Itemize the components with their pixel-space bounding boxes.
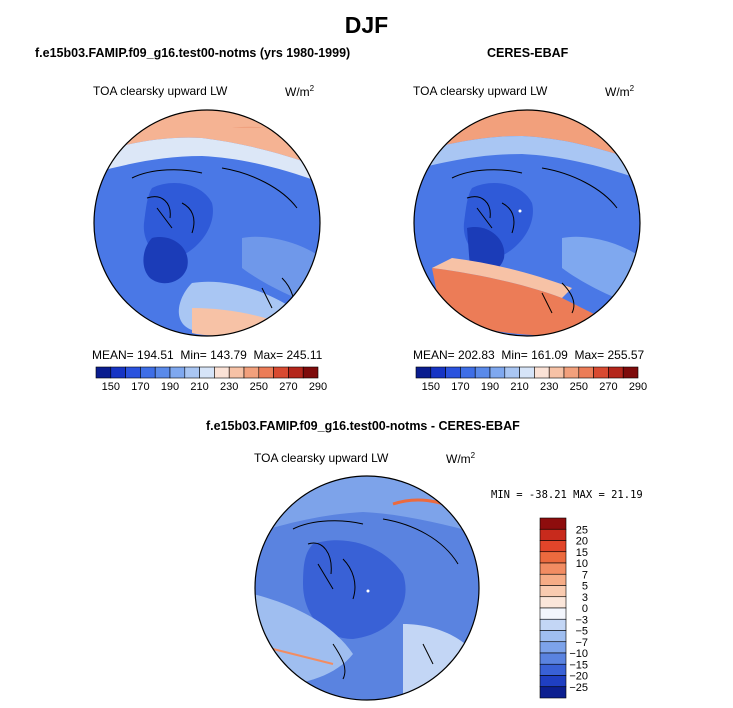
colorbar-tick-label: 210 — [510, 381, 528, 393]
colorbar-swatch — [430, 366, 446, 379]
colorbar-swatch — [539, 663, 567, 676]
colorbar-level-label: 7 — [582, 569, 588, 581]
colorbar-swatch — [228, 366, 245, 379]
colorbar-tick-label: 290 — [629, 381, 647, 393]
colorbar-swatch — [539, 585, 567, 598]
colorbar-swatch — [125, 366, 141, 379]
colorbar-swatch — [199, 366, 215, 379]
colorbar-swatch — [539, 675, 567, 688]
colorbar-swatch — [608, 366, 624, 379]
polar-map-model — [93, 109, 321, 337]
colorbar-level-label: −15 — [569, 659, 588, 671]
colorbar-swatch — [288, 366, 304, 379]
colorbar-swatch — [489, 366, 506, 379]
colorbar-swatch — [539, 607, 567, 620]
colorbar-level-label: −10 — [569, 648, 588, 660]
colorbar-swatch — [539, 596, 567, 609]
colorbar-swatch — [563, 366, 580, 379]
colorbar-swatch — [539, 540, 567, 553]
colorbar-tick-label: 170 — [131, 381, 149, 393]
colorbar-level-label: 20 — [576, 536, 588, 548]
colorbar-swatch — [445, 366, 461, 379]
colorbar-tick-label: 230 — [220, 381, 238, 393]
colorbar-level-label: 0 — [582, 603, 588, 615]
colorbar-tick-label: 270 — [599, 381, 617, 393]
colorbar-level-label: 25 — [576, 524, 588, 536]
colorbar-swatch — [539, 573, 567, 586]
polar-map-obs — [413, 109, 641, 337]
colorbar-swatch — [504, 366, 520, 379]
colorbar-model: 150 170 190 210 230 250 270 290 — [95, 366, 327, 393]
colorbar-swatch — [519, 366, 535, 379]
colorbar-level-label: −20 — [569, 671, 588, 683]
colorbar-swatch — [415, 366, 432, 379]
colorbar-tick-label: 150 — [422, 381, 440, 393]
colorbar-tick-label: 190 — [161, 381, 179, 393]
variable-label-diff: TOA clearsky upward LW — [254, 451, 389, 465]
colorbar-level-label: −7 — [575, 637, 588, 649]
colorbar-swatch — [539, 551, 567, 564]
colorbar-swatch — [184, 366, 200, 379]
colorbar-swatch — [539, 686, 567, 699]
colorbar-swatch — [169, 366, 186, 379]
colorbar-level-label: 3 — [582, 592, 588, 604]
colorbar-swatch — [578, 366, 594, 379]
colorbar-swatch — [622, 366, 639, 379]
colorbar-swatch — [534, 366, 550, 379]
colorbar-level-label: 5 — [582, 581, 588, 593]
stats-model: MEAN= 194.51 Min= 143.79 Max= 245.11 — [92, 348, 323, 362]
colorbar-swatch — [110, 366, 126, 379]
colorbar-swatch — [474, 366, 491, 379]
panel-title-model: f.e15b03.FAMIP.f09_g16.test00-notms (yrs… — [35, 46, 351, 60]
colorbar-swatch — [539, 618, 567, 631]
colorbar-level-label: 15 — [576, 547, 588, 559]
colorbar-swatch — [539, 630, 567, 643]
colorbar-swatch — [539, 652, 567, 665]
panel-title-diff: f.e15b03.FAMIP.f09_g16.test00-notms - CE… — [206, 419, 520, 433]
colorbar-swatch — [154, 366, 171, 379]
colorbar-swatch — [539, 528, 567, 541]
diff-minmax-text: MIN = -38.21 MAX = 21.19 — [491, 489, 643, 501]
colorbar-swatch — [539, 517, 567, 530]
colorbar-level-label: −3 — [575, 614, 588, 626]
colorbar-swatch — [539, 562, 567, 575]
colorbar-swatch — [214, 366, 230, 379]
polar-map-diff — [254, 475, 480, 701]
colorbar-swatch — [140, 366, 156, 379]
units-label-diff: W/m2 — [446, 451, 476, 466]
colorbar-swatch — [460, 366, 476, 379]
colorbar-tick-label: 190 — [481, 381, 499, 393]
stats-obs: MEAN= 202.83 Min= 161.09 Max= 255.57 — [413, 348, 645, 362]
variable-label-model: TOA clearsky upward LW — [93, 84, 228, 98]
figure-title: DJF — [344, 12, 389, 38]
colorbar-tick-label: 270 — [279, 381, 297, 393]
colorbar-tick-label: 250 — [250, 381, 268, 393]
colorbar-level-label: −25 — [569, 682, 588, 694]
colorbar-swatch — [95, 366, 112, 379]
units-label-model: W/m2 — [285, 84, 315, 99]
colorbar-tick-label: 170 — [451, 381, 469, 393]
colorbar-tick-label: 290 — [309, 381, 327, 393]
colorbar-swatch — [258, 366, 274, 379]
colorbar-swatch — [539, 641, 567, 654]
colorbar-swatch — [302, 366, 319, 379]
colorbar-swatch — [593, 366, 609, 379]
colorbar-tick-label: 230 — [540, 381, 558, 393]
colorbar-obs: 150 170 190 210 230 250 270 290 — [415, 366, 647, 393]
colorbar-level-label: −5 — [575, 626, 588, 638]
colorbar-tick-label: 150 — [102, 381, 120, 393]
colorbar-tick-label: 250 — [570, 381, 588, 393]
colorbar-swatch — [548, 366, 565, 379]
variable-label-obs: TOA clearsky upward LW — [413, 84, 548, 98]
colorbar-tick-label: 210 — [190, 381, 208, 393]
colorbar-swatch — [243, 366, 260, 379]
panel-title-obs: CERES-EBAF — [487, 46, 569, 60]
units-label-obs: W/m2 — [605, 84, 635, 99]
colorbar-swatch — [273, 366, 289, 379]
colorbar-level-label: 10 — [576, 558, 588, 570]
